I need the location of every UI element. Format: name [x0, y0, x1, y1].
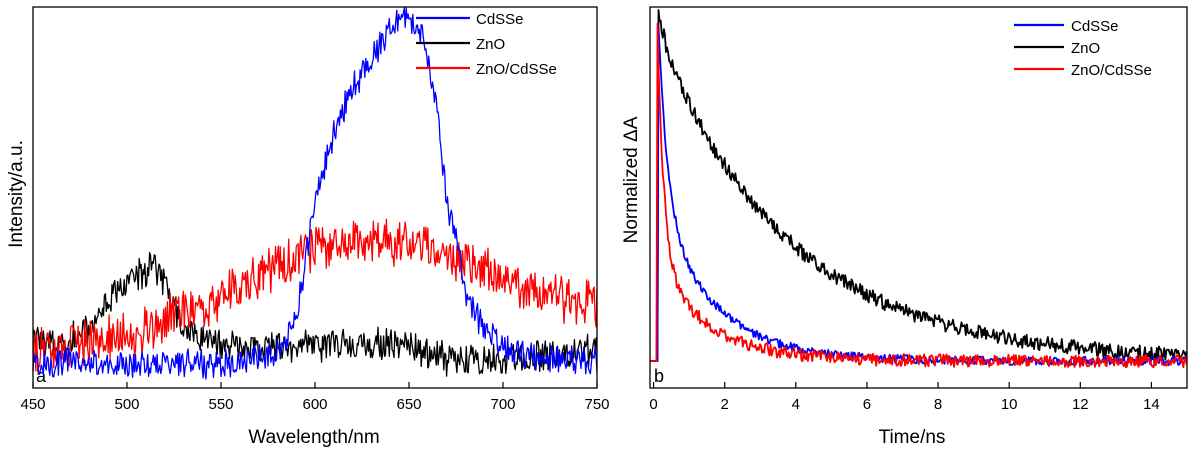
panel-a-xlabel: Wavelength/nm: [248, 427, 379, 448]
legend-b-znocdsse-label: ZnO/CdSSe: [1071, 62, 1152, 79]
panel-b-label: b: [654, 366, 664, 386]
panel-a-series-group: [32, 7, 598, 380]
panel-b-series-zno: [650, 9, 1188, 364]
panel-a-xtick-label: 650: [396, 396, 421, 413]
legend-a-znocdsse-label: ZnO/CdSSe: [476, 61, 557, 78]
panel-b-ticks: 0 2 4 6 8 10 12 14: [649, 382, 1160, 413]
panel-b-xlabel: Time/ns: [879, 427, 946, 448]
legend-b-cdsse-label: CdSSe: [1071, 18, 1119, 35]
panel-b-xtick-label: 14: [1143, 396, 1160, 413]
panel-b-series-zno-cdsse: [650, 22, 1188, 369]
panel-a-xtick-label: 600: [302, 396, 327, 413]
panel-a-xtick-label: 550: [208, 396, 233, 413]
panel-a-label: a: [36, 366, 47, 386]
legend-a-cdsse-label: CdSSe: [476, 11, 524, 28]
panel-b-xtick-label: 0: [649, 396, 657, 413]
panel-b-legend: CdSSe ZnO ZnO/CdSSe: [1014, 18, 1152, 79]
panel-b-frame: [649, 6, 1188, 389]
panel-a-legend: CdSSe ZnO ZnO/CdSSe: [416, 11, 557, 78]
legend-a-zno-label: ZnO: [476, 36, 505, 53]
panel-a-ylabel: Intensity/a.u.: [6, 140, 27, 248]
panel-a-frame: [32, 6, 598, 389]
panel-b-xtick-label: 12: [1072, 396, 1089, 413]
panel-b-xtick-label: 2: [721, 396, 729, 413]
panel-b-xtick-label: 4: [792, 396, 800, 413]
panel-a-xtick-label: 700: [490, 396, 515, 413]
panel-a-xtick-label: 450: [20, 396, 45, 413]
panel-b-chart: Normalized ΔA Time/ns b 0 2 4 6 8 10 12 14 CdSS…: [621, 6, 1188, 448]
panel-a-series-cdsse: [32, 7, 598, 380]
panel-a-series-zno: [32, 251, 598, 377]
panel-a-chart: Intensity/a.u. Wavelength/nm a 450 500 550…: [6, 6, 610, 448]
panel-b-xtick-label: 6: [863, 396, 871, 413]
panel-a-xtick-label: 750: [584, 396, 609, 413]
panel-a-ticks: 450 500 550 600 650 700 750: [20, 382, 610, 413]
panel-a-xtick-label: 500: [114, 396, 139, 413]
panel-b-xtick-label: 10: [1001, 396, 1018, 413]
legend-b-zno-label: ZnO: [1071, 40, 1100, 57]
panel-b-ylabel: Normalized ΔA: [621, 116, 642, 243]
panel-b-xtick-label: 8: [934, 396, 942, 413]
panel-a-series-zno-cdsse: [32, 218, 598, 373]
panel-b-series-group: [650, 9, 1188, 369]
